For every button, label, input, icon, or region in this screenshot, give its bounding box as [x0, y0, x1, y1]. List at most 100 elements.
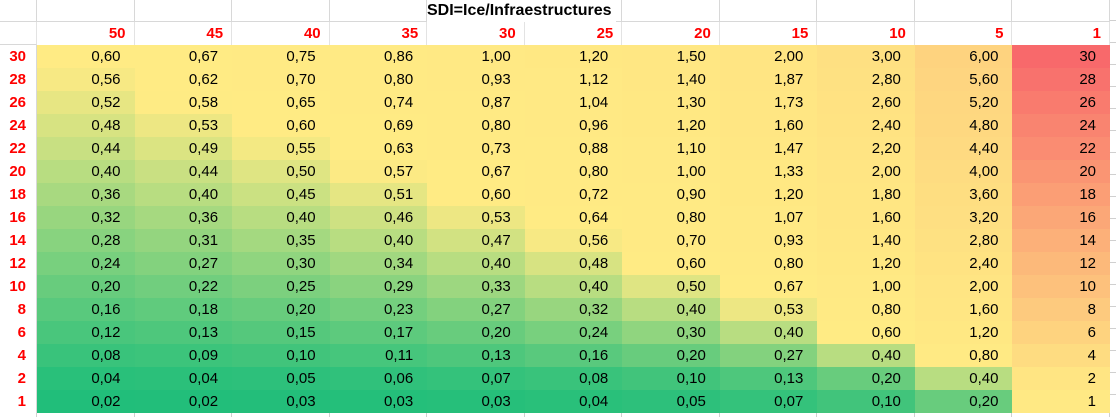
- cell-r20-c5[interactable]: 4,00: [914, 160, 1013, 184]
- cell-r20-c50[interactable]: 0,40: [37, 160, 135, 184]
- cell-r12-c50[interactable]: 0,24: [37, 252, 135, 276]
- cell-r20-c1[interactable]: 20: [1012, 160, 1110, 184]
- cell-r30-c50[interactable]: 0,60: [37, 45, 135, 69]
- row-header-18[interactable]: 18: [0, 183, 37, 207]
- cell-r1-c30[interactable]: 0,03: [427, 390, 525, 414]
- cell-r12-c20[interactable]: 0,60: [622, 252, 720, 276]
- cell-r24-c15[interactable]: 1,60: [719, 114, 818, 138]
- cell-r6-c1[interactable]: 6: [1012, 321, 1110, 345]
- cell-r14-c50[interactable]: 0,28: [37, 229, 135, 253]
- cell-r8-c15[interactable]: 0,53: [719, 298, 818, 322]
- cell-r6-c50[interactable]: 0,12: [37, 321, 135, 345]
- column-header-30[interactable]: 30: [427, 22, 525, 45]
- cell-r30-c45[interactable]: 0,67: [134, 45, 233, 69]
- cell-r1-c40[interactable]: 0,03: [232, 390, 330, 414]
- row-header-28[interactable]: 28: [0, 68, 37, 92]
- cell-r26-c1[interactable]: 26: [1012, 91, 1110, 115]
- cell-r14-c1[interactable]: 14: [1012, 229, 1110, 253]
- cell-r28-c35[interactable]: 0,80: [329, 68, 428, 92]
- cell-r18-c10[interactable]: 1,80: [817, 183, 915, 207]
- cell-r8-c25[interactable]: 0,32: [524, 298, 623, 322]
- cell-r18-c35[interactable]: 0,51: [329, 183, 428, 207]
- cell-r18-c20[interactable]: 0,90: [622, 183, 720, 207]
- column-header-25[interactable]: 25: [524, 22, 623, 45]
- cell-r14-c5[interactable]: 2,80: [914, 229, 1013, 253]
- cell-r26-c15[interactable]: 1,73: [719, 91, 818, 115]
- cell-r2-c10[interactable]: 0,20: [817, 367, 915, 391]
- cell-r8-c10[interactable]: 0,80: [817, 298, 915, 322]
- row-header-26[interactable]: 26: [0, 91, 37, 115]
- cell-r2-c5[interactable]: 0,40: [914, 367, 1013, 391]
- cell-r4-c35[interactable]: 0,11: [329, 344, 428, 368]
- cell-r28-c30[interactable]: 0,93: [427, 68, 525, 92]
- row-header-10[interactable]: 10: [0, 275, 37, 299]
- cell-r24-c35[interactable]: 0,69: [329, 114, 428, 138]
- cell-r16-c15[interactable]: 1,07: [719, 206, 818, 230]
- cell-r22-c30[interactable]: 0,73: [427, 137, 525, 161]
- cell-r2-c35[interactable]: 0,06: [329, 367, 428, 391]
- cell-r12-c40[interactable]: 0,30: [232, 252, 330, 276]
- cell-r16-c50[interactable]: 0,32: [37, 206, 135, 230]
- cell-r10-c40[interactable]: 0,25: [232, 275, 330, 299]
- cell-r16-c40[interactable]: 0,40: [232, 206, 330, 230]
- row-header-30[interactable]: 30: [0, 45, 37, 69]
- row-header-20[interactable]: 20: [0, 160, 37, 184]
- cell-r30-c10[interactable]: 3,00: [817, 45, 915, 69]
- cell-r26-c40[interactable]: 0,65: [232, 91, 330, 115]
- cell-r8-c20[interactable]: 0,40: [622, 298, 720, 322]
- cell-r8-c5[interactable]: 1,60: [914, 298, 1013, 322]
- cell-r12-c45[interactable]: 0,27: [134, 252, 233, 276]
- cell-r18-c40[interactable]: 0,45: [232, 183, 330, 207]
- cell-r1-c1[interactable]: 1: [1012, 390, 1110, 414]
- cell-r8-c35[interactable]: 0,23: [329, 298, 428, 322]
- cell-r1-c5[interactable]: 0,20: [914, 390, 1013, 414]
- cell-r14-c20[interactable]: 0,70: [622, 229, 720, 253]
- cell-r6-c30[interactable]: 0,20: [427, 321, 525, 345]
- empty-cell[interactable]: [232, 0, 330, 22]
- cell-r16-c1[interactable]: 16: [1012, 206, 1110, 230]
- cell-r22-c45[interactable]: 0,49: [134, 137, 233, 161]
- cell-r2-c20[interactable]: 0,10: [622, 367, 720, 391]
- cell-r10-c25[interactable]: 0,40: [524, 275, 623, 299]
- cell-r14-c15[interactable]: 0,93: [719, 229, 818, 253]
- cell-r10-c20[interactable]: 0,50: [622, 275, 720, 299]
- cell-r1-c50[interactable]: 0,02: [37, 390, 135, 414]
- cell-r6-c20[interactable]: 0,30: [622, 321, 720, 345]
- cell-r16-c25[interactable]: 0,64: [524, 206, 623, 230]
- cell-r30-c5[interactable]: 6,00: [914, 45, 1013, 69]
- cell-r1-c15[interactable]: 0,07: [719, 390, 818, 414]
- cell-r30-c40[interactable]: 0,75: [232, 45, 330, 69]
- empty-cell[interactable]: [1012, 0, 1110, 22]
- column-header-1[interactable]: 1: [1012, 22, 1110, 45]
- cell-r6-c5[interactable]: 1,20: [914, 321, 1013, 345]
- cell-r30-c20[interactable]: 1,50: [622, 45, 720, 69]
- cell-r20-c25[interactable]: 0,80: [524, 160, 623, 184]
- cell-r22-c5[interactable]: 4,40: [914, 137, 1013, 161]
- cell-r10-c10[interactable]: 1,00: [817, 275, 915, 299]
- cell-r1-c45[interactable]: 0,02: [134, 390, 233, 414]
- column-header-15[interactable]: 15: [719, 22, 818, 45]
- row-header-22[interactable]: 22: [0, 137, 37, 161]
- cell-r1-c20[interactable]: 0,05: [622, 390, 720, 414]
- cell-r14-c30[interactable]: 0,47: [427, 229, 525, 253]
- cell-r12-c1[interactable]: 12: [1012, 252, 1110, 276]
- cell-r18-c50[interactable]: 0,36: [37, 183, 135, 207]
- cell-r6-c10[interactable]: 0,60: [817, 321, 915, 345]
- cell-r8-c40[interactable]: 0,20: [232, 298, 330, 322]
- empty-cell[interactable]: [719, 0, 818, 22]
- cell-r10-c30[interactable]: 0,33: [427, 275, 525, 299]
- cell-r6-c35[interactable]: 0,17: [329, 321, 428, 345]
- cell-r12-c15[interactable]: 0,80: [719, 252, 818, 276]
- cell-r20-c35[interactable]: 0,57: [329, 160, 428, 184]
- cell-r18-c1[interactable]: 18: [1012, 183, 1110, 207]
- empty-cell[interactable]: [329, 0, 428, 22]
- cell-r14-c40[interactable]: 0,35: [232, 229, 330, 253]
- cell-r26-c20[interactable]: 1,30: [622, 91, 720, 115]
- cell-r20-c10[interactable]: 2,00: [817, 160, 915, 184]
- cell-r8-c50[interactable]: 0,16: [37, 298, 135, 322]
- cell-r14-c10[interactable]: 1,40: [817, 229, 915, 253]
- cell-r1-c35[interactable]: 0,03: [329, 390, 428, 414]
- cell-r22-c25[interactable]: 0,88: [524, 137, 623, 161]
- cell-r12-c25[interactable]: 0,48: [524, 252, 623, 276]
- cell-r18-c5[interactable]: 3,60: [914, 183, 1013, 207]
